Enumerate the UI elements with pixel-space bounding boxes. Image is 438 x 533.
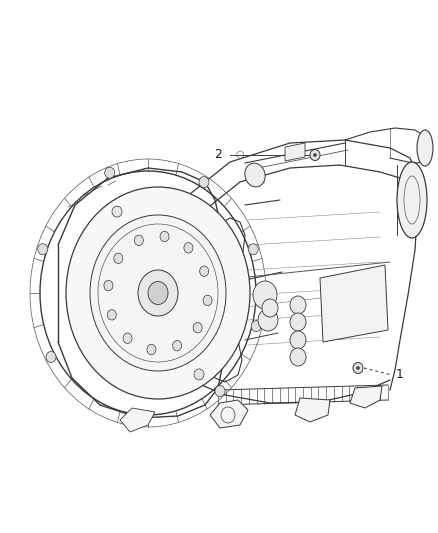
Ellipse shape <box>147 344 156 355</box>
Polygon shape <box>295 398 330 422</box>
Ellipse shape <box>262 299 278 317</box>
Ellipse shape <box>104 280 113 291</box>
Ellipse shape <box>314 154 317 157</box>
Ellipse shape <box>203 295 212 305</box>
Ellipse shape <box>46 351 56 362</box>
Ellipse shape <box>123 333 132 343</box>
Ellipse shape <box>173 341 182 351</box>
Ellipse shape <box>290 313 306 331</box>
Ellipse shape <box>134 235 143 246</box>
Polygon shape <box>210 400 248 428</box>
Ellipse shape <box>90 215 226 371</box>
Ellipse shape <box>353 362 363 374</box>
Ellipse shape <box>199 176 209 188</box>
Ellipse shape <box>193 322 202 333</box>
Ellipse shape <box>251 321 261 332</box>
Ellipse shape <box>215 385 225 397</box>
Ellipse shape <box>66 187 250 399</box>
Polygon shape <box>285 143 305 161</box>
Ellipse shape <box>160 231 169 241</box>
Ellipse shape <box>148 281 168 304</box>
Ellipse shape <box>290 348 306 366</box>
Ellipse shape <box>114 253 123 263</box>
Ellipse shape <box>184 243 193 253</box>
Ellipse shape <box>200 266 208 277</box>
Ellipse shape <box>40 171 256 415</box>
Ellipse shape <box>105 167 115 178</box>
Ellipse shape <box>194 369 204 380</box>
Polygon shape <box>350 386 382 408</box>
Text: 2: 2 <box>214 149 222 161</box>
Text: ⬡: ⬡ <box>236 150 244 160</box>
Ellipse shape <box>310 149 320 160</box>
Ellipse shape <box>245 163 265 187</box>
Ellipse shape <box>248 244 258 255</box>
Ellipse shape <box>38 244 48 255</box>
Polygon shape <box>120 408 155 432</box>
Ellipse shape <box>290 331 306 349</box>
Ellipse shape <box>138 270 178 316</box>
Ellipse shape <box>253 281 277 309</box>
Ellipse shape <box>258 309 278 331</box>
Ellipse shape <box>107 310 117 320</box>
Polygon shape <box>320 265 388 342</box>
Ellipse shape <box>290 296 306 314</box>
Ellipse shape <box>112 206 122 217</box>
Ellipse shape <box>397 162 427 238</box>
Text: 1: 1 <box>396 368 404 382</box>
Ellipse shape <box>417 130 433 166</box>
Ellipse shape <box>357 367 360 369</box>
